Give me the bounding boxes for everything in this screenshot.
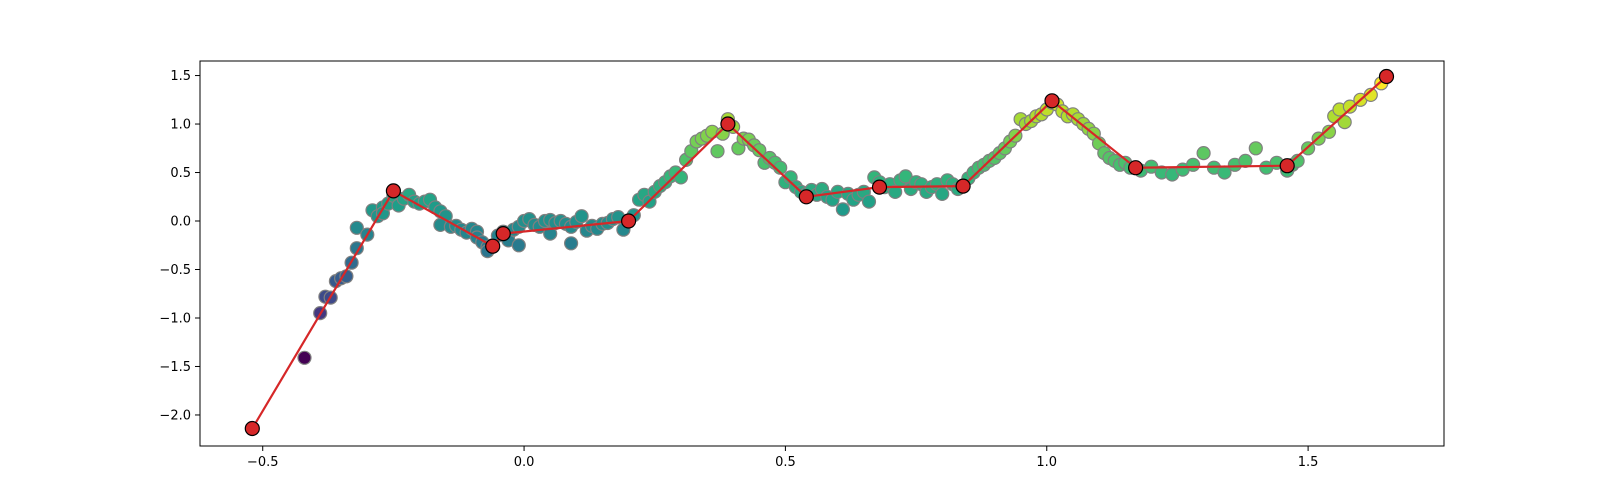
line-marker (955, 178, 971, 194)
scatter-point (1342, 99, 1358, 114)
y-axis: −2.0 −1.5 −1.0 −0.5 0.0 0.5 1.0 1.5 (159, 69, 200, 423)
x-tick-label: 0.0 (514, 455, 535, 470)
x-tick-label: 1.5 (1298, 455, 1319, 470)
scatter-point (349, 220, 364, 235)
scatter-point (1363, 87, 1378, 103)
x-tick-label: −0.5 (247, 455, 279, 470)
scatter-point (861, 194, 877, 209)
x-tick-label: 1.0 (1036, 455, 1057, 470)
line-marker (1044, 93, 1060, 109)
y-tick-label: −0.5 (159, 263, 191, 278)
x-tick-label: 0.5 (775, 455, 796, 470)
scatter-point (1185, 157, 1201, 172)
x-axis: −0.5 0.0 0.5 1.0 1.5 (247, 446, 1319, 470)
line-marker (385, 183, 401, 199)
axes-frame (199, 60, 1445, 447)
line-marker (620, 213, 637, 229)
scatter-point (511, 238, 526, 253)
scatter-point (1337, 114, 1352, 130)
scatter-point (888, 184, 903, 199)
scatter-point (563, 236, 579, 251)
scatter-point (1321, 124, 1337, 139)
scatter-point (1248, 141, 1263, 156)
plot-area (244, 68, 1395, 437)
scatter-point (297, 350, 312, 365)
line-marker (485, 238, 501, 254)
marker-layer (244, 68, 1395, 437)
line-marker (871, 179, 888, 195)
scatter-point (574, 209, 589, 224)
y-tick-label: 1.5 (170, 69, 191, 84)
y-tick-label: −2.0 (159, 408, 191, 423)
line-marker (1279, 158, 1295, 174)
line-marker (244, 420, 260, 437)
line-marker (798, 189, 814, 205)
y-tick-label: −1.0 (159, 311, 191, 326)
scatter-point (1196, 146, 1211, 161)
line-marker (1127, 160, 1144, 176)
scatter-point (835, 202, 851, 217)
line-marker (1378, 68, 1395, 85)
scatter-point (752, 143, 767, 158)
line-marker (720, 116, 736, 132)
y-tick-label: 1.0 (170, 118, 191, 133)
y-tick-label: −1.5 (159, 360, 191, 375)
scatter-point (1238, 153, 1253, 168)
line-marker (495, 226, 511, 242)
scatter-point (935, 186, 950, 201)
y-tick-label: 0.5 (170, 166, 191, 181)
y-tick-label: 0.0 (170, 215, 191, 230)
scatter-point (710, 144, 725, 159)
